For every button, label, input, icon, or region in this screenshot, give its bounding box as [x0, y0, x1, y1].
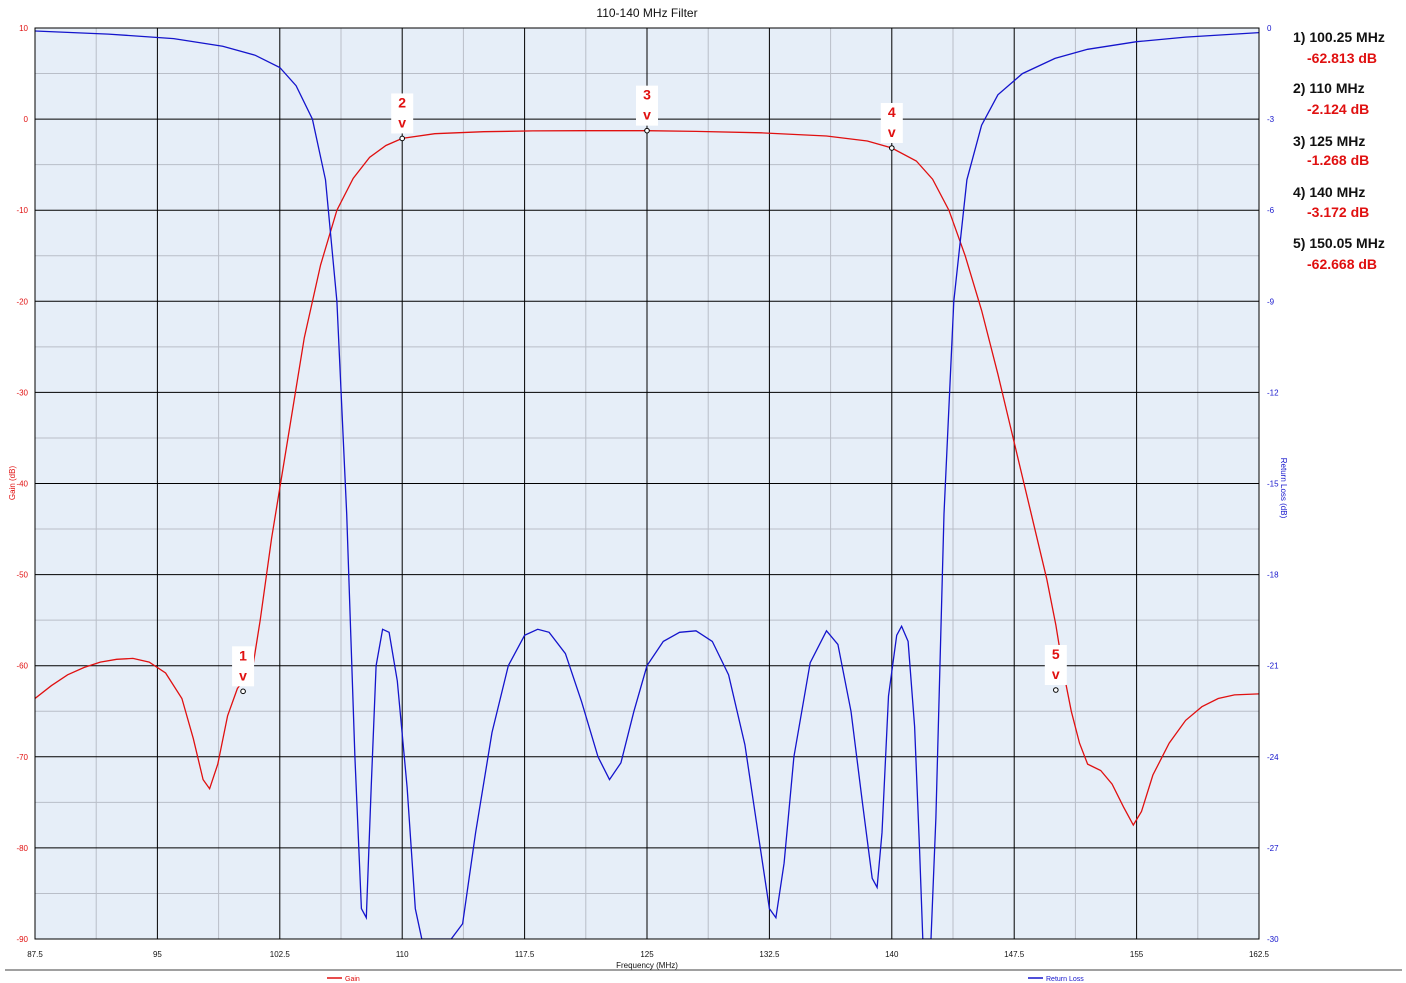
marker-readout-panel: 1) 100.25 MHz -62.813 dB 2) 110 MHz -2.1… — [1293, 29, 1385, 272]
x-tick-label: 87.5 — [27, 950, 43, 959]
y-left-tick-label: -50 — [16, 571, 28, 580]
y-left-tick-label: -60 — [16, 662, 28, 671]
marker-number: 5 — [1052, 646, 1060, 662]
y-right-tick-label: -30 — [1267, 935, 1279, 944]
marker-point — [645, 128, 650, 133]
marker-readout-value-5: -62.668 dB — [1307, 256, 1377, 272]
y-right-axis-label: Return Loss (dB) — [1279, 458, 1288, 519]
x-tick-label: 162.5 — [1249, 950, 1270, 959]
marker-point — [890, 146, 895, 151]
marker-readout-value-4: -3.172 dB — [1307, 204, 1369, 220]
marker-readout-freq-5: 5) 150.05 MHz — [1293, 235, 1385, 251]
x-tick-label: 110 — [396, 950, 409, 959]
x-axis-label: Frequency (MHz) — [616, 961, 678, 970]
x-tick-label: 155 — [1130, 950, 1144, 959]
y-right-tick-label: 0 — [1267, 24, 1272, 33]
y-left-tick-label: -10 — [16, 206, 28, 215]
y-left-tick-label: 10 — [19, 24, 28, 33]
marker-number: 2 — [398, 94, 406, 110]
y-right-tick-label: -24 — [1267, 753, 1279, 762]
marker-number: 1 — [239, 647, 247, 663]
marker-readout-value-2: -2.124 dB — [1307, 101, 1369, 117]
x-tick-label: 95 — [153, 950, 162, 959]
y-left-tick-label: -30 — [16, 388, 28, 397]
marker-arrow: v — [239, 667, 247, 683]
y-left-tick-label: -70 — [16, 753, 28, 762]
y-left-tick-label: -80 — [16, 844, 28, 853]
y-right-tick-label: -6 — [1267, 206, 1275, 215]
marker-readout-freq-3: 3) 125 MHz — [1293, 133, 1365, 149]
y-left-tick-label: 0 — [24, 115, 29, 124]
y-right-tick-label: -9 — [1267, 297, 1275, 306]
marker-arrow: v — [643, 107, 651, 123]
y-left-tick-label: -40 — [16, 480, 28, 489]
marker-readout-freq-1: 1) 100.25 MHz — [1293, 29, 1385, 45]
marker-readout-freq-2: 2) 110 MHz — [1293, 80, 1365, 96]
marker-number: 4 — [888, 104, 896, 120]
y-left-tick-label: -90 — [16, 935, 28, 944]
x-tick-label: 140 — [885, 950, 899, 959]
legend: Gain Return Loss — [327, 976, 1084, 983]
x-tick-label: 132.5 — [759, 950, 780, 959]
marker-readout-value-1: -62.813 dB — [1307, 50, 1377, 66]
marker-readout-value-3: -1.268 dB — [1307, 152, 1369, 168]
y-right-tick-label: -21 — [1267, 662, 1279, 671]
y-right-tick-label: -18 — [1267, 571, 1279, 580]
x-tick-label: 125 — [640, 950, 654, 959]
y-right-tick-label: -12 — [1267, 388, 1279, 397]
marker-arrow: v — [888, 124, 896, 140]
marker-point — [1054, 688, 1059, 693]
marker-readout-freq-4: 4) 140 MHz — [1293, 184, 1365, 200]
x-tick-label: 117.5 — [515, 950, 535, 959]
marker-point — [241, 689, 246, 694]
y-left-tick-label: -20 — [16, 297, 28, 306]
marker-arrow: v — [398, 114, 406, 130]
y-right-tick-label: -15 — [1267, 480, 1279, 489]
chart-title: 110-140 MHz Filter — [596, 6, 697, 20]
legend-label-return-loss: Return Loss — [1046, 976, 1084, 983]
grid — [35, 28, 1259, 939]
y-right-tick-label: -3 — [1267, 115, 1275, 124]
y-left-axis-label: Gain (dB) — [8, 466, 17, 501]
marker-point — [400, 136, 405, 141]
legend-label-gain: Gain — [345, 976, 360, 983]
x-tick-label: 147.5 — [1004, 950, 1025, 959]
marker-arrow: v — [1052, 666, 1060, 682]
marker-number: 3 — [643, 87, 651, 103]
y-right-tick-label: -27 — [1267, 844, 1279, 853]
x-tick-label: 102.5 — [270, 950, 291, 959]
